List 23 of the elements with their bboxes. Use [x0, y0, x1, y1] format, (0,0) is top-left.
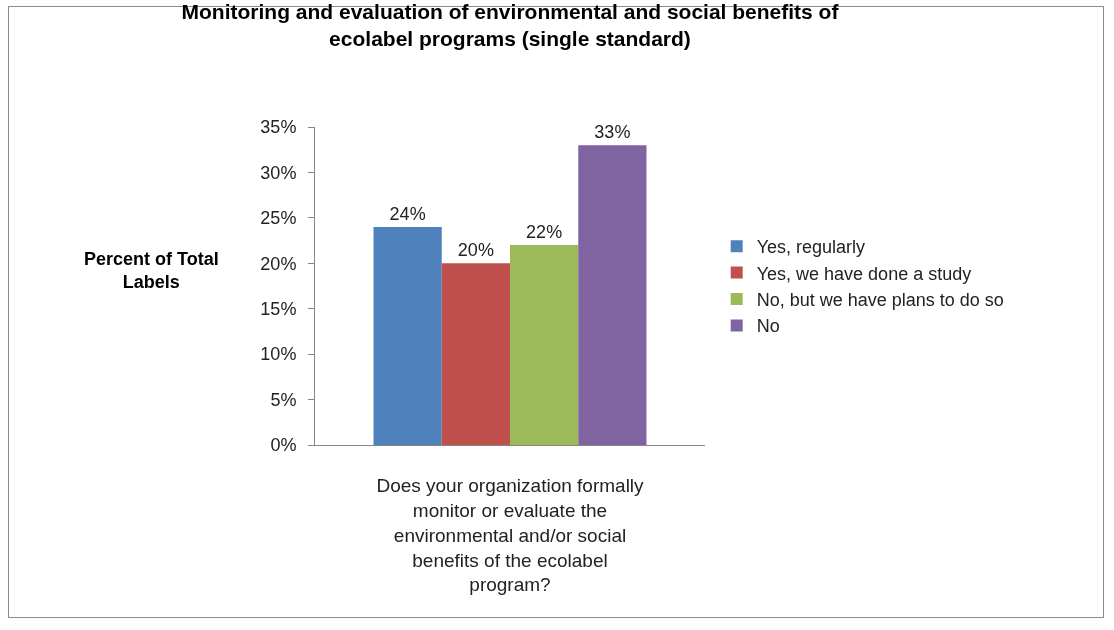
data-label: 24% [389, 203, 426, 224]
y-tick-label: 5% [270, 389, 297, 410]
x-axis-title: Does your organization formally monitor or evaluate the environmental and/or social benefits of the ecolabel program? [376, 475, 645, 596]
y-tick-label: 10% [260, 344, 297, 365]
data-label: 20% [457, 240, 494, 261]
bar [441, 263, 510, 445]
legend-label: Yes, regularly [756, 237, 866, 258]
y-tick-label: 25% [260, 208, 297, 229]
bar [373, 226, 442, 445]
data-label: 33% [594, 122, 631, 143]
y-tick-label: 20% [260, 253, 297, 274]
legend-label: No, but we have plans to do so [756, 290, 1004, 311]
legend-label: Yes, we have done a study [756, 263, 972, 284]
y-axis-title: Percent of Total Labels [84, 249, 219, 293]
bar [510, 245, 579, 445]
legend-label: No [756, 316, 780, 337]
y-tick-label: 0% [270, 435, 297, 456]
data-label: 22% [526, 222, 563, 243]
y-tick-label: 35% [260, 117, 297, 138]
y-tick-label: 30% [260, 162, 297, 183]
bar [578, 145, 647, 445]
y-tick-label: 15% [260, 299, 297, 320]
chart-title: Monitoring and evaluation of environmental and social benefits of ecolabel programs (single standard) [181, 0, 840, 51]
